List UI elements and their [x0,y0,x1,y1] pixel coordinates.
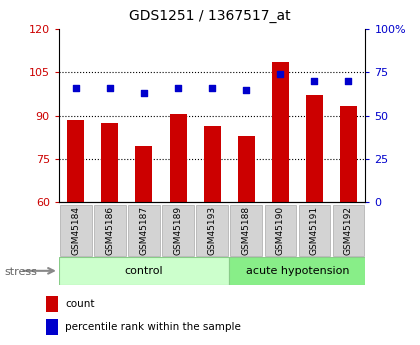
Text: GSM45184: GSM45184 [71,206,80,255]
Point [141,90,147,96]
Point [73,85,79,91]
Text: percentile rank within the sample: percentile rank within the sample [65,322,241,332]
FancyBboxPatch shape [265,205,296,256]
Text: count: count [65,299,94,309]
Text: GSM45192: GSM45192 [344,206,353,255]
Point [209,85,215,91]
Bar [46,319,58,335]
Bar [340,106,357,345]
FancyBboxPatch shape [60,205,92,256]
Bar [101,123,118,345]
Text: GDS1251 / 1367517_at: GDS1251 / 1367517_at [129,9,291,23]
Text: GSM45187: GSM45187 [139,206,148,255]
Point [345,78,352,84]
Bar [46,296,58,312]
Text: GSM45193: GSM45193 [207,206,217,255]
FancyBboxPatch shape [163,205,194,256]
Text: GSM45186: GSM45186 [105,206,114,255]
Point [243,87,249,92]
FancyBboxPatch shape [197,205,228,256]
FancyBboxPatch shape [59,257,229,285]
Bar [204,126,220,345]
Bar [306,96,323,345]
Bar [67,120,84,345]
Bar [170,114,186,345]
FancyBboxPatch shape [94,205,126,256]
Text: acute hypotension: acute hypotension [246,266,349,276]
FancyBboxPatch shape [229,257,365,285]
Text: GSM45191: GSM45191 [310,206,319,255]
Bar [238,136,255,345]
Bar [135,146,152,345]
Text: GSM45188: GSM45188 [241,206,251,255]
FancyBboxPatch shape [299,205,330,256]
Bar [272,62,289,345]
Text: control: control [125,266,163,276]
Text: GSM45189: GSM45189 [173,206,183,255]
Point [311,78,318,84]
Point [175,85,181,91]
Point [277,71,284,77]
Point [107,85,113,91]
FancyBboxPatch shape [333,205,364,256]
Text: GSM45190: GSM45190 [276,206,285,255]
Text: stress: stress [4,267,37,277]
FancyBboxPatch shape [231,205,262,256]
FancyBboxPatch shape [128,205,160,256]
